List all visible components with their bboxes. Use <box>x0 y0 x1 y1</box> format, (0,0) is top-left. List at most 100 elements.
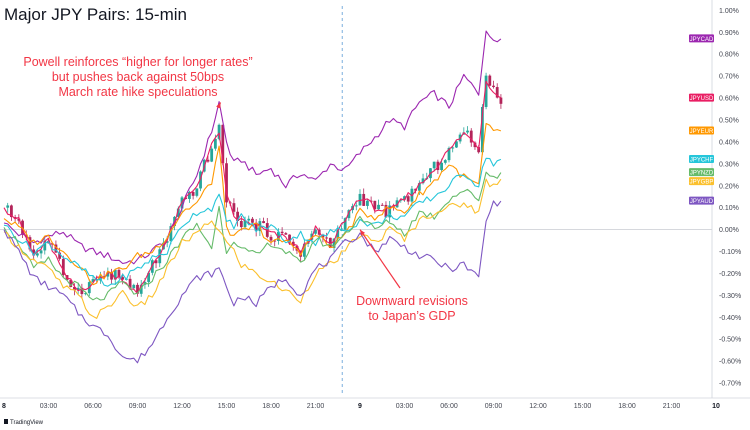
candle-body <box>406 196 410 202</box>
chart-title: Major JPY Pairs: 15-min <box>4 5 187 24</box>
legend-tag-label: JPYGBP <box>690 180 714 186</box>
y-tick-label: 0.40% <box>719 139 739 146</box>
candle-body <box>102 276 106 278</box>
candle-body <box>288 234 291 242</box>
candle-body <box>325 237 329 239</box>
candle-body <box>91 279 95 283</box>
candle-body <box>184 197 188 199</box>
candle-body <box>165 241 169 243</box>
candle-body <box>269 236 273 241</box>
candle-body <box>13 217 17 219</box>
candle-body <box>373 200 377 210</box>
candle-body <box>32 249 36 256</box>
candle-body <box>35 253 39 256</box>
candle-body <box>436 161 440 171</box>
candle-body <box>69 280 73 287</box>
candle-body <box>302 243 306 257</box>
candle-body <box>169 226 173 242</box>
x-tick-label: 06:00 <box>84 403 102 410</box>
legend-tag-bg <box>689 168 714 177</box>
x-tick-label: 9 <box>358 403 362 410</box>
candle-body <box>395 200 399 208</box>
x-tick-label: 8 <box>2 403 6 410</box>
candle-body <box>347 210 351 219</box>
candle-body <box>106 272 110 277</box>
candle-body <box>403 196 406 200</box>
candle-body <box>76 287 80 291</box>
y-tick-label: -0.20% <box>719 271 741 278</box>
y-tick-label: 0.10% <box>719 205 739 212</box>
candle-body <box>54 244 58 253</box>
candle-body <box>262 221 265 224</box>
candle-body <box>243 220 247 228</box>
candle-body <box>321 234 325 238</box>
candle-body <box>469 130 473 143</box>
candle-body <box>128 278 132 289</box>
candle-body <box>176 208 180 217</box>
candle-body <box>466 130 469 133</box>
candle-body <box>17 218 21 221</box>
candle-body <box>358 193 362 206</box>
candle-body <box>440 162 443 171</box>
candle-body <box>154 260 158 264</box>
series-lines <box>3 30 502 364</box>
legend-tag-label: JPYNZD <box>690 171 714 177</box>
legend-tag-bg <box>689 196 714 205</box>
annotation-arrow <box>359 229 401 289</box>
candle-body <box>50 243 54 245</box>
candle-body <box>380 204 384 206</box>
annotation-text: March rate hike speculations <box>58 85 217 99</box>
annotation-text: Powell reinforces “higher for longer rat… <box>23 55 252 69</box>
candle-body <box>84 293 87 295</box>
candle-body <box>247 218 251 221</box>
candle-body <box>273 240 277 242</box>
candle-body <box>399 199 403 201</box>
candle-body <box>147 272 151 282</box>
candle-body <box>199 171 202 189</box>
candle-body <box>499 97 503 104</box>
annotation-1: Powell reinforces “higher for longer rat… <box>23 55 253 109</box>
candle-body <box>384 204 388 218</box>
series-line-jpynzd <box>3 171 502 301</box>
candle-body <box>110 272 113 280</box>
tradingview-logo-icon <box>4 419 8 424</box>
tradingview-logo: TradingView <box>4 419 44 426</box>
annotation-arrowhead <box>216 102 221 109</box>
candle-body <box>455 141 458 148</box>
legend-tag-bg <box>689 154 714 163</box>
x-tick-label: 21:00 <box>663 403 681 410</box>
y-tick-label: -0.60% <box>719 359 741 366</box>
candle-body <box>43 240 47 251</box>
legend-tag-bg <box>689 93 714 102</box>
legend-tag-jpyusd: JPYUSD <box>689 93 714 102</box>
candle-body <box>492 85 495 88</box>
candle-body <box>443 160 447 163</box>
legend-tag-bg <box>689 34 714 43</box>
series-line-jpyusd <box>3 80 502 295</box>
candle-body <box>236 211 240 221</box>
x-tick-label: 21:00 <box>307 403 325 410</box>
legend-tag-label: JPYCHF <box>690 157 714 163</box>
series-line-jpyaud <box>3 200 502 364</box>
candle-body <box>132 284 136 289</box>
x-tick-label: 10 <box>712 403 720 410</box>
series-line-jpychf <box>3 157 502 287</box>
y-tick-label: 0.00% <box>719 227 739 234</box>
candle-body <box>10 205 13 218</box>
x-tick-label: 09:00 <box>129 403 147 410</box>
legend-tag-label: JPYEUR <box>690 129 714 135</box>
x-tick-label: 12:00 <box>173 403 191 410</box>
candle-body <box>488 75 492 86</box>
candle-body <box>343 218 347 230</box>
candle-body <box>188 191 191 199</box>
candle-body <box>314 229 317 234</box>
candle-body <box>61 258 65 276</box>
x-tick-label: 18:00 <box>618 403 636 410</box>
candle-body <box>217 124 221 139</box>
candle-body <box>221 124 225 164</box>
y-tick-label: 0.90% <box>719 30 739 37</box>
candle-body <box>432 161 436 169</box>
candle-body <box>277 231 280 241</box>
y-tick-label: -0.30% <box>719 293 741 300</box>
